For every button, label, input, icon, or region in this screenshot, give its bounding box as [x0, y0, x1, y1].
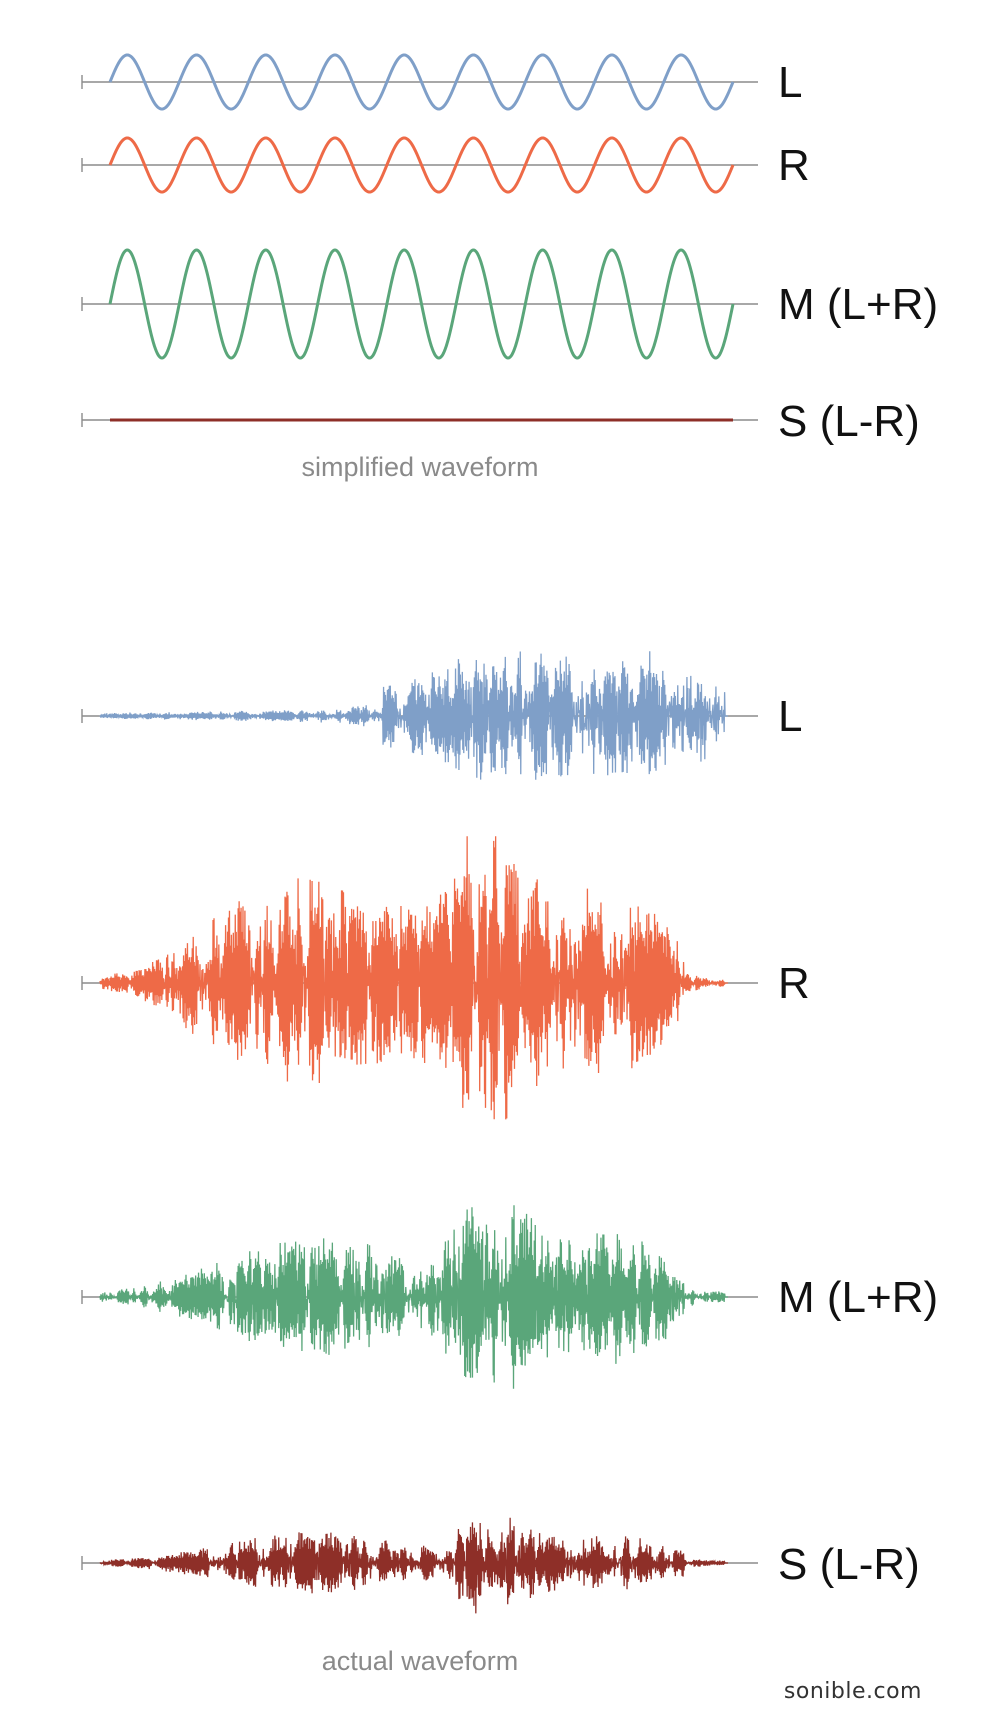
simplified-channel-l: L [81, 53, 802, 111]
actual-wave-l [99, 651, 728, 780]
simplified-channel-s: S (L-R) [81, 397, 920, 446]
actual-caption: actual waveform [322, 1646, 519, 1676]
actual-section: L R M (L+R) S (L-R) actual waveform [81, 651, 938, 1676]
simplified-caption: simplified waveform [301, 452, 538, 482]
channel-label-l: L [778, 58, 802, 107]
simplified-channel-m: M (L+R) [81, 248, 938, 360]
simplified-section: L R M (L+R) S (L-R) simplified waveform [81, 53, 938, 482]
simplified-wave-m [108, 248, 735, 360]
simplified-channel-r: R [81, 136, 810, 194]
simplified-wave-r [108, 136, 735, 194]
channel-label-r: R [778, 141, 810, 190]
actual-channel-s: S (L-R) [81, 1517, 920, 1614]
actual-wave-m [99, 1205, 728, 1389]
channel-label-l: L [778, 692, 802, 741]
simplified-wave-l [108, 53, 735, 111]
channel-label-m: M (L+R) [778, 280, 938, 329]
channel-label-s: S (L-R) [778, 1540, 920, 1589]
actual-channel-m: M (L+R) [81, 1205, 938, 1389]
brand-logo: sonible.com [784, 1679, 922, 1704]
actual-wave-s [99, 1517, 728, 1614]
actual-wave-r [99, 836, 728, 1120]
actual-channel-r: R [81, 836, 810, 1120]
actual-channel-l: L [81, 651, 802, 780]
channel-label-m: M (L+R) [778, 1273, 938, 1322]
channel-label-r: R [778, 959, 810, 1008]
channel-label-s: S (L-R) [778, 397, 920, 446]
